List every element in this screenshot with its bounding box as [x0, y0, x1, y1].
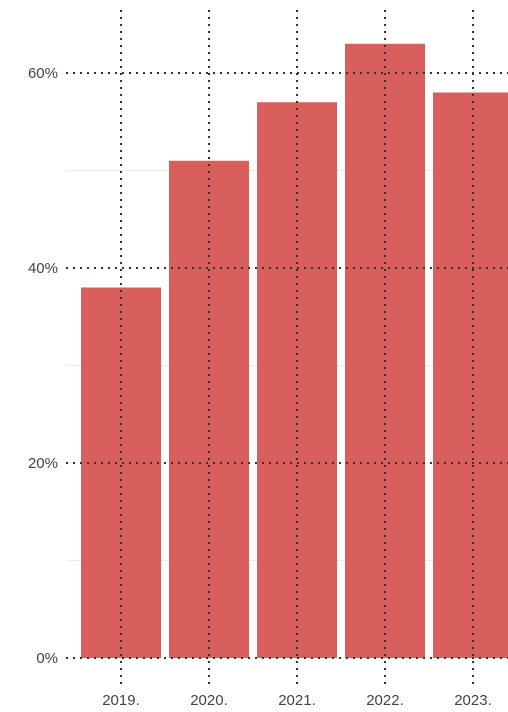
x-tick-label-2022: 2022.	[366, 692, 404, 709]
bar-2023	[433, 92, 508, 658]
y-tick-label-20: 20%	[28, 455, 58, 472]
y-tick-label-0: 0%	[36, 650, 58, 667]
bar-2022	[345, 43, 425, 658]
x-axis-tick-labels: 2019. 2020. 2021. 2022. 2023.	[102, 692, 492, 709]
bar-2021	[257, 102, 337, 658]
bars-group	[81, 43, 508, 658]
x-tick-label-2019: 2019.	[102, 692, 140, 709]
x-tick-label-2020: 2020.	[190, 692, 228, 709]
y-axis-tick-labels: 0% 20% 40% 60%	[28, 65, 58, 667]
x-tick-label-2021: 2021.	[278, 692, 316, 709]
y-tick-label-40: 40%	[28, 260, 58, 277]
y-tick-label-60: 60%	[28, 65, 58, 82]
x-tick-label-2023: 2023.	[454, 692, 492, 709]
major-gridlines	[66, 10, 508, 686]
